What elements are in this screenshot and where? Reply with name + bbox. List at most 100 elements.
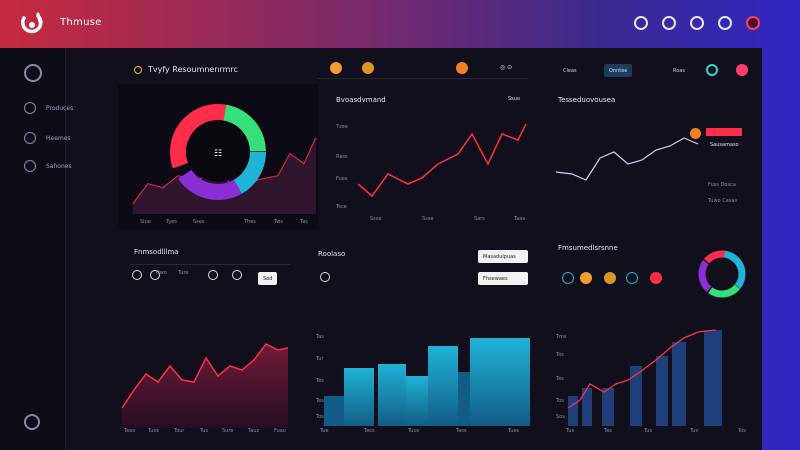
profile-avatar-icon[interactable] bbox=[746, 16, 760, 30]
x-tick: Tes bbox=[604, 428, 612, 434]
sidebar-item-heemes[interactable]: Heemes bbox=[24, 132, 71, 144]
app-logo-icon[interactable] bbox=[18, 12, 46, 38]
y-tick: Tur bbox=[316, 356, 324, 362]
yellow-icon[interactable] bbox=[604, 272, 616, 284]
right-line-chart[interactable] bbox=[548, 134, 762, 194]
tick-label: Tws bbox=[274, 219, 283, 225]
line-chart[interactable] bbox=[352, 114, 528, 218]
sidebar-item-label: Heemes bbox=[46, 134, 71, 142]
teal-toggle-icon[interactable] bbox=[706, 64, 718, 76]
tick-label: Sses bbox=[193, 219, 205, 225]
fire-icon[interactable] bbox=[690, 128, 701, 139]
x-tick: Ssse bbox=[370, 216, 382, 222]
summary-b-input-2[interactable]: Fhsewaes bbox=[478, 272, 528, 285]
y-tick: Tos bbox=[316, 414, 324, 420]
settings-icon[interactable] bbox=[690, 16, 704, 30]
sidebar-item-label: Sahones bbox=[46, 162, 72, 170]
red-icon[interactable] bbox=[650, 272, 662, 284]
x-tick: Tos bbox=[738, 428, 746, 434]
svg-text:☷: ☷ bbox=[214, 149, 222, 159]
logout-icon[interactable] bbox=[24, 414, 40, 430]
x-tick: Tecs bbox=[364, 428, 375, 434]
bar-chart[interactable] bbox=[322, 330, 532, 426]
orange-icon[interactable] bbox=[580, 272, 592, 284]
x-tick: Sure bbox=[222, 428, 234, 434]
wallet-icon[interactable] bbox=[150, 270, 160, 280]
coin-icon[interactable] bbox=[320, 272, 330, 282]
sidebar-item-label: Produces bbox=[46, 104, 74, 112]
fire-icon[interactable] bbox=[456, 62, 468, 74]
progress-bar bbox=[706, 128, 742, 136]
x-tick: Tue bbox=[320, 428, 329, 434]
summary-a-divider bbox=[130, 264, 290, 265]
dashboard-icon[interactable] bbox=[24, 64, 42, 82]
line-chart-legend: Ssuo bbox=[508, 96, 521, 102]
summary-b-title: Roolaso bbox=[318, 250, 346, 258]
coin-icon[interactable] bbox=[132, 270, 142, 280]
summary-b-input-1[interactable]: Masadulpuas bbox=[478, 250, 528, 263]
y-tick: Tzee bbox=[336, 124, 348, 130]
grid-icon bbox=[24, 102, 36, 114]
tick-label: Slue bbox=[140, 219, 151, 225]
brand-title: Thmuse bbox=[60, 17, 102, 28]
summary-a-title: Fnmsodlllma bbox=[134, 248, 179, 256]
tick-label: Tas bbox=[300, 219, 308, 225]
y-tick: Tes bbox=[316, 398, 324, 404]
sidebar-item-sahones[interactable]: Sahones bbox=[24, 160, 72, 172]
x-tick: Teao bbox=[124, 428, 136, 434]
y-tick: Rass bbox=[336, 154, 348, 160]
tick-label: Thes bbox=[244, 219, 256, 225]
right-line-title: Tesseduovousea bbox=[558, 96, 616, 104]
right-line-legend: Sausamaso bbox=[710, 142, 739, 148]
x-tick: Tus bbox=[690, 428, 699, 434]
teal-icon[interactable] bbox=[562, 272, 574, 284]
x-tick: Ssse bbox=[422, 216, 434, 222]
orange-status-icon[interactable] bbox=[330, 62, 342, 74]
y-tick: Sos bbox=[556, 414, 565, 420]
dashboard-title: Tvyfy Resoumnenrmrc bbox=[134, 65, 238, 74]
y-tick: Fues bbox=[336, 176, 348, 182]
user-icon[interactable] bbox=[232, 270, 242, 280]
donut-line-chart[interactable]: ☷ bbox=[118, 84, 318, 230]
y-tick: Tsce bbox=[336, 204, 347, 210]
x-tick: Tus bbox=[566, 428, 575, 434]
combo-chart[interactable] bbox=[566, 326, 736, 426]
yellow-status-icon[interactable] bbox=[362, 62, 374, 74]
x-tick: Sars bbox=[474, 216, 485, 222]
line-chart-title: Bvoasdvmand bbox=[336, 96, 386, 104]
right-line-card: Tesseduovousea Sausamaso Fuss Dosca Tuwo… bbox=[548, 84, 762, 230]
brand-mark-icon bbox=[134, 65, 142, 74]
pill-cleas[interactable]: Cleas bbox=[563, 67, 577, 74]
x-tick: Tus bbox=[644, 428, 653, 434]
y-tick: Tes bbox=[556, 376, 564, 382]
summary-label: Ture bbox=[178, 270, 189, 276]
notification-icon[interactable] bbox=[662, 16, 676, 30]
pill-onntee[interactable]: Onntee bbox=[604, 64, 633, 77]
sidebar: Produces Heemes Sahones bbox=[0, 48, 73, 450]
top-icons bbox=[634, 16, 760, 30]
x-tick: Taas bbox=[514, 216, 525, 222]
x-tick: Tues bbox=[508, 428, 520, 434]
summary-c-donut[interactable] bbox=[692, 248, 752, 300]
area-chart[interactable] bbox=[118, 330, 294, 428]
summary-c-title: Fmsumedlsrsnne bbox=[558, 244, 618, 252]
summary-a-button[interactable]: Sed bbox=[258, 272, 278, 285]
y-tick: Tas bbox=[316, 334, 324, 340]
search-icon[interactable] bbox=[634, 16, 648, 30]
y-tick: Tos bbox=[556, 352, 564, 358]
chart-label: Fuss Dosca bbox=[708, 182, 736, 188]
settings-icon bbox=[24, 160, 36, 172]
user-icon bbox=[24, 132, 36, 144]
pill-roas[interactable]: Roas bbox=[673, 67, 685, 74]
user-icon[interactable] bbox=[718, 16, 732, 30]
pink-toggle-icon[interactable] bbox=[736, 64, 748, 76]
top-bar: Thmuse bbox=[0, 0, 800, 48]
chart-icon[interactable] bbox=[208, 270, 218, 280]
blue-icon[interactable] bbox=[626, 272, 638, 284]
sidebar-item-produces[interactable]: Produces bbox=[24, 102, 73, 114]
x-tick: Tass bbox=[456, 428, 467, 434]
donut-line-card: ☷ Slue Tyes Sses Thes Tws Tas bbox=[118, 84, 318, 230]
y-tick: Tos bbox=[556, 398, 564, 404]
x-tick: Fuao bbox=[274, 428, 286, 434]
header-label: ◎ ⊙ bbox=[500, 64, 513, 71]
